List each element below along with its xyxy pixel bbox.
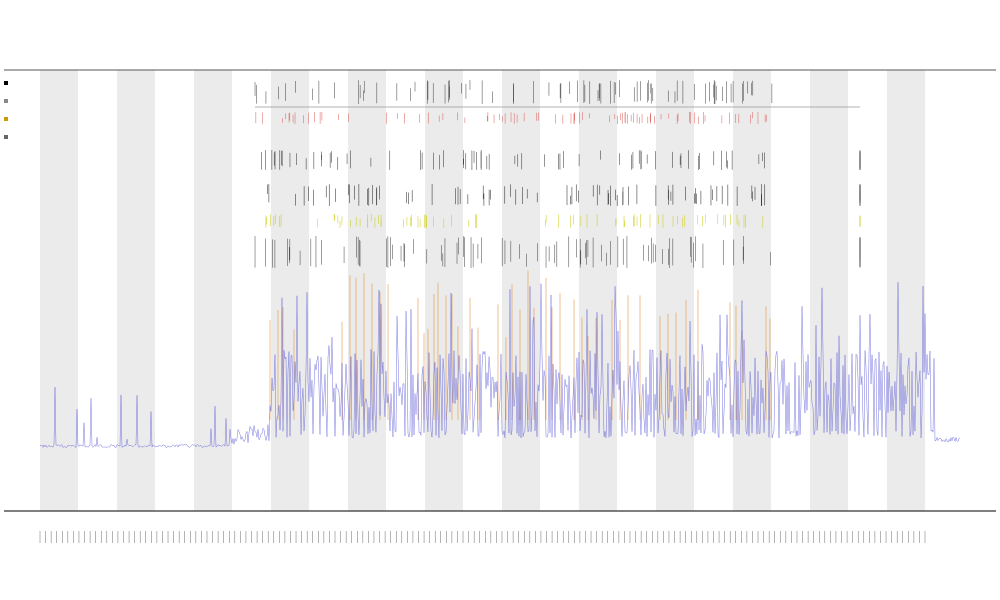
shaded-band [656, 70, 694, 511]
shaded-band [733, 70, 771, 511]
shaded-band [425, 70, 463, 511]
shaded-band [810, 70, 848, 511]
event-rows [254, 80, 861, 268]
shaded-bands [40, 70, 925, 511]
shaded-band [579, 70, 617, 511]
legend-swatch [4, 135, 8, 139]
legend-swatch [4, 99, 8, 103]
shaded-band [348, 70, 386, 511]
legend-swatch [4, 81, 8, 85]
shaded-band [502, 70, 540, 511]
shaded-band [271, 70, 309, 511]
legend [4, 81, 8, 139]
legend-swatch [4, 117, 8, 121]
signal-line [39, 282, 961, 449]
shaded-band [40, 70, 78, 511]
x-tick-labels [39, 531, 926, 543]
signal-series [39, 282, 961, 449]
shaded-band [194, 70, 232, 511]
shaded-band [887, 70, 925, 511]
